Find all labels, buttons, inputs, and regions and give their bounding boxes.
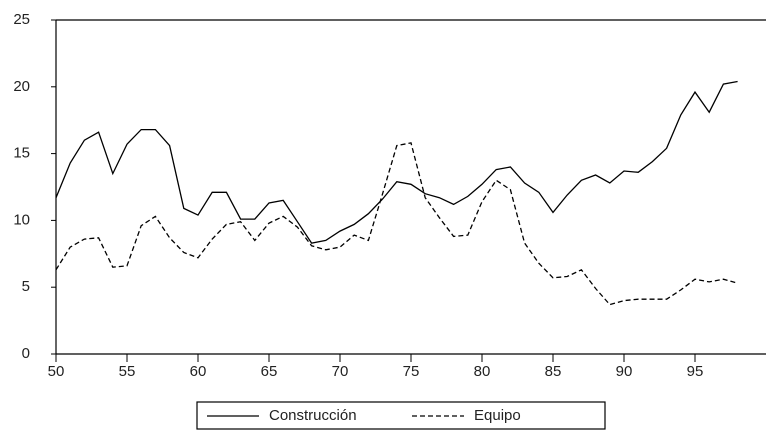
x-tick-label: 85 <box>545 363 562 380</box>
y-tick-label: 10 <box>13 211 30 228</box>
y-tick-label: 0 <box>22 345 30 362</box>
x-tick-label: 80 <box>474 363 491 380</box>
y-tick-label: 20 <box>13 78 30 95</box>
data-line <box>55 142 738 306</box>
legend-box <box>196 401 606 430</box>
x-tick-label: 55 <box>119 363 136 380</box>
data-line <box>55 80 738 244</box>
x-tick-label: 50 <box>48 363 65 380</box>
x-tick-label: 90 <box>616 363 633 380</box>
x-tick-label: 70 <box>332 363 349 380</box>
y-tick-label: 25 <box>13 11 30 28</box>
x-tick-label: 65 <box>261 363 278 380</box>
legend-label: Construcción <box>269 407 357 424</box>
y-tick-label: 5 <box>22 278 30 295</box>
x-tick-label: 95 <box>687 363 704 380</box>
x-tick-label: 75 <box>403 363 420 380</box>
x-tick-label: 60 <box>190 363 207 380</box>
y-tick-label: 15 <box>13 145 30 162</box>
legend-label: Equipo <box>474 407 521 424</box>
